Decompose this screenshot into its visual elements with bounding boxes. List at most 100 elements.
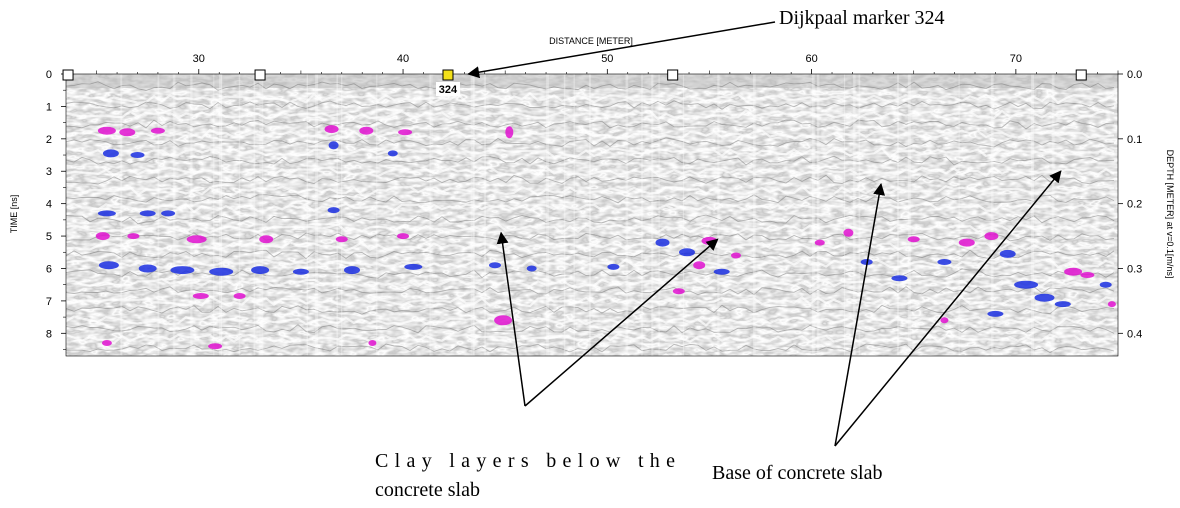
blue-reflection [327,207,340,214]
marker-flag-4 [667,69,679,81]
y-axis-left-title: TIME [ns] [9,195,19,234]
reflection-trace [66,286,1115,296]
reflection-trace [66,194,1115,204]
y-axis-right-title: DEPTH [METER] at v=0.1[m/ns] [1165,150,1175,279]
x-axis: 30 40 50 60 70 [96,53,1119,74]
y-time-tick-label-7: 7 [46,296,52,308]
blue-reflection [679,248,695,257]
blue-reflection [1034,293,1055,302]
magenta-reflection [368,340,377,346]
reflection-trace [66,304,1115,315]
y-depth-tick-label-0.4: 0.4 [1127,328,1142,340]
x-tick-label-30: 30 [193,53,205,65]
y-time-tick-label-8: 8 [46,328,52,340]
reflection-trace [66,343,1115,354]
magenta-reflection [843,228,854,237]
magenta-reflection [324,125,339,134]
magenta-reflection [119,128,136,137]
trace-lines [66,74,1115,356]
magenta-reflection [397,233,409,240]
reflection-trace [66,223,1115,235]
magenta-reflection [731,252,741,259]
reflection-trace [66,295,1115,308]
reflection-trace [66,232,1115,242]
marker-label-324: 324 [439,84,458,96]
blue-reflection [999,249,1016,258]
magenta-reflection [233,293,246,299]
blue-reflection [1099,281,1112,288]
magenta-reflection [101,340,112,346]
magenta-reflection [505,126,514,139]
magenta-reflection [693,261,706,270]
blue-reflection [655,238,670,247]
x-axis-title: DISTANCE [METER] [549,36,633,46]
reflection-trace [66,146,1115,159]
blue-reflection [209,267,234,276]
y-time-tick-label-6: 6 [46,263,52,275]
annotation-arrow-3-1 [834,183,886,447]
magenta-reflection [494,315,513,326]
annotation-dijkpaal-label: Dijkpaal marker 324 [779,7,945,29]
magenta-reflection [95,232,110,241]
reflection-trace [66,241,1115,252]
marker-label-bg [435,82,460,96]
blue-reflection [97,210,116,217]
marker-flag-5 [1075,69,1087,81]
reflection-trace [66,249,1115,260]
reflection-trace [66,155,1115,166]
magenta-reflection [672,288,685,295]
y-time-tick-label-5: 5 [46,231,52,243]
blue-reflection [387,150,398,157]
magenta-reflection [192,293,209,299]
magenta-reflection [958,238,975,247]
blue-reflection [489,262,501,269]
reflection-trace [66,332,1115,345]
marker-flag-3 [442,69,454,81]
blue-reflection [713,268,730,275]
blue-reflection [251,266,270,275]
blue-reflection [139,210,156,217]
magenta-reflection [150,127,165,134]
annotation-arrow-3-2 [834,170,1062,447]
annotation-arrow-2-1 [496,231,526,407]
marker-flag-1 [62,69,74,81]
blue-reflection [328,141,339,150]
blue-reflection [161,210,176,217]
reflection-trace [66,202,1115,214]
magenta-reflection [1080,272,1095,278]
y-time-tick-label-1: 1 [46,101,52,113]
blue-reflection [102,149,119,158]
magenta-reflection [208,343,223,350]
blue-reflection [98,261,119,270]
radargram-texture [66,74,1118,356]
y-axis-depth: 0.0 0.1 0.2 0.3 0.4 [1118,69,1142,340]
magenta-reflection [940,317,949,324]
annotation-base-of-slab-label: Base of concrete slab [712,462,882,484]
annotation-arrow-1-1 [467,21,776,79]
blue-reflection [607,263,620,270]
reflection-trace [66,278,1115,289]
y-depth-tick-label-0.2: 0.2 [1127,199,1142,211]
reflection-trace [66,214,1115,225]
magenta-reflection [398,129,413,136]
y-depth-tick-label-0: 0.0 [1127,69,1142,81]
blue-reflection [987,310,1004,317]
blue-reflection [937,259,952,265]
air-wave-band [66,74,1118,88]
magenta-reflection [814,239,825,246]
reflection-anomalies [95,125,1116,350]
reflection-trace [66,257,1115,269]
y-depth-tick-label-0.1: 0.1 [1127,134,1142,146]
plot-frame [65,73,1119,357]
blue-reflection [1014,280,1039,289]
reflection-trace [66,174,1115,185]
y-depth-tick-label-0.3: 0.3 [1127,263,1142,275]
magenta-reflection [907,236,920,243]
blue-reflection [170,266,195,275]
reflection-trace [66,108,1115,121]
marker-flag-2 [254,69,266,81]
blue-reflection [891,275,908,282]
magenta-reflection [127,233,140,240]
reflection-trace [66,315,1115,327]
magenta-reflection [97,126,116,135]
